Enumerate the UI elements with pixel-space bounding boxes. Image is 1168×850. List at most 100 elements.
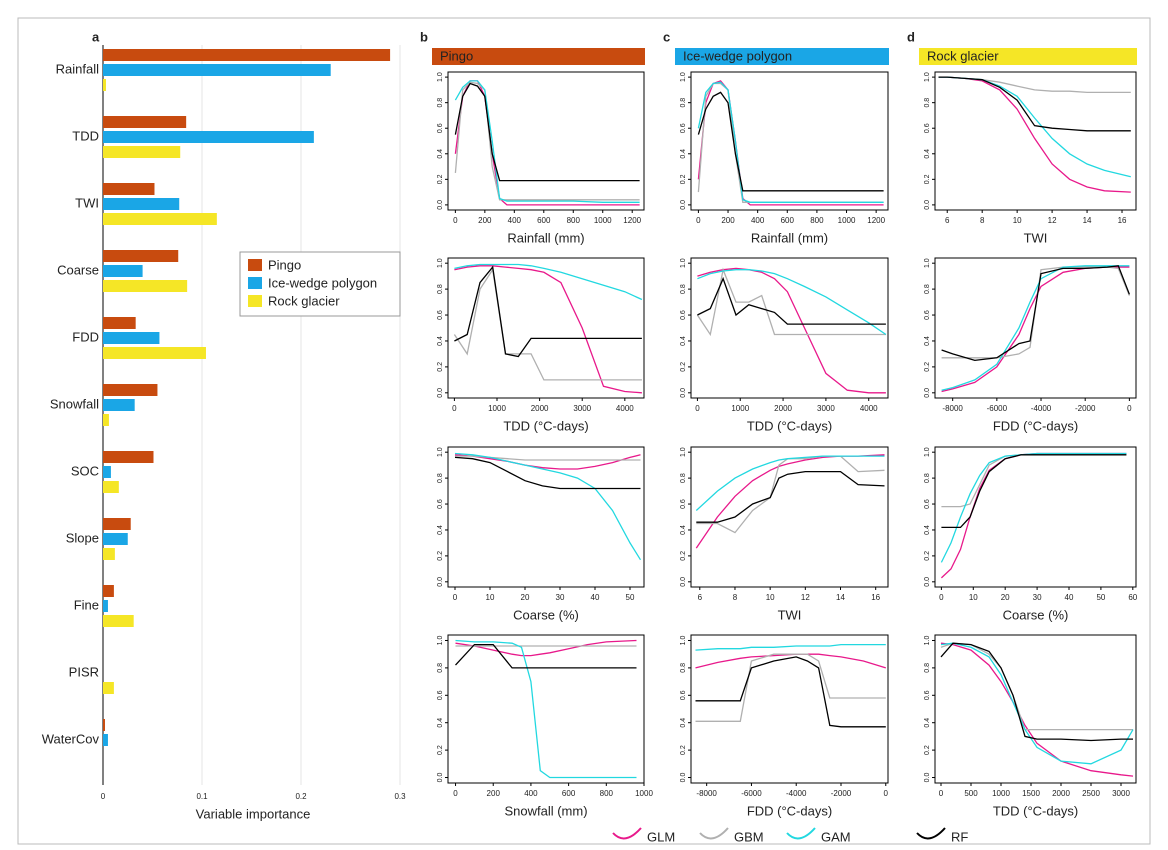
x-tick-label: 0.2 xyxy=(295,792,307,801)
y-tick-label: 0.4 xyxy=(680,149,687,159)
x-axis-label: TDD (°C-days) xyxy=(993,803,1078,818)
legend-label: GAM xyxy=(821,829,851,844)
response-curve xyxy=(941,454,1127,508)
x-tick-label: 200 xyxy=(721,216,735,225)
bar xyxy=(103,682,114,694)
x-tick-label: 40 xyxy=(1065,593,1074,602)
response-curve xyxy=(695,455,885,511)
plot-box xyxy=(934,71,1137,211)
x-tick-label: 0 xyxy=(696,216,701,225)
x-tick-label: 200 xyxy=(478,216,492,225)
y-tick-label: 0.2 xyxy=(437,174,444,184)
y-tick-label: 0.4 xyxy=(680,718,687,728)
panel-letter: a xyxy=(92,29,100,44)
response-curve xyxy=(454,82,640,182)
x-tick-label: 400 xyxy=(508,216,522,225)
x-tick-label: 0 xyxy=(695,404,700,413)
y-tick-label: 0.8 xyxy=(924,473,931,483)
x-tick-label: 400 xyxy=(524,789,538,798)
y-tick-label: 0.6 xyxy=(437,499,444,509)
panel-letter: d xyxy=(907,29,915,44)
plot-box xyxy=(934,634,1137,784)
legend-box xyxy=(239,251,401,317)
x-axis-label: FDD (°C-days) xyxy=(747,803,832,818)
response-curve xyxy=(695,656,886,728)
x-tick-label: 0 xyxy=(1127,404,1132,413)
x-tick-label: 20 xyxy=(521,593,530,602)
x-tick-label: -8000 xyxy=(942,404,963,413)
x-tick-label: 4000 xyxy=(616,404,634,413)
x-tick-label: 2000 xyxy=(1052,789,1070,798)
bar xyxy=(103,399,135,411)
y-tick-label: 0.0 xyxy=(924,773,931,783)
x-tick-label: 0 xyxy=(101,792,106,801)
plot-box xyxy=(690,71,889,211)
y-tick-label: 0.2 xyxy=(680,551,687,561)
response-curve xyxy=(938,76,1131,193)
bar xyxy=(103,213,217,225)
plot-box xyxy=(934,257,1137,399)
category-label: TWI xyxy=(75,195,99,210)
y-tick-label: 0.0 xyxy=(924,200,931,210)
panel-title-bar xyxy=(919,48,1137,65)
y-tick-label: 0.2 xyxy=(924,174,931,184)
y-tick-label: 0.2 xyxy=(437,362,444,372)
x-tick-label: 16 xyxy=(1118,216,1127,225)
x-tick-label: -4000 xyxy=(786,789,807,798)
response-curve xyxy=(940,452,1127,563)
y-tick-label: 0.0 xyxy=(437,773,444,783)
legend-swatch xyxy=(248,259,262,271)
response-curve xyxy=(695,653,886,669)
panel-title: Ice-wedge polygon xyxy=(683,48,792,63)
response-curve xyxy=(696,267,886,337)
y-tick-label: 0.8 xyxy=(924,98,931,108)
x-tick-label: 400 xyxy=(751,216,765,225)
x-tick-label: 10 xyxy=(766,593,775,602)
x-tick-label: 0.1 xyxy=(196,792,208,801)
x-axis-label: Coarse (%) xyxy=(1003,607,1069,622)
y-tick-label: 0.2 xyxy=(437,745,444,755)
y-tick-label: 1.0 xyxy=(680,72,687,82)
x-tick-label: 20 xyxy=(1001,593,1010,602)
bar xyxy=(103,49,391,61)
y-tick-label: 0.0 xyxy=(437,200,444,210)
y-tick-label: 0.2 xyxy=(680,174,687,184)
x-tick-label: -6000 xyxy=(987,404,1008,413)
x-tick-label: 4000 xyxy=(860,404,878,413)
legend-label: Rock glacier xyxy=(268,293,340,308)
y-tick-label: 0.4 xyxy=(680,525,687,535)
x-tick-label: 10 xyxy=(1013,216,1022,225)
response-curve xyxy=(697,91,884,192)
bar xyxy=(103,79,106,91)
category-label: Rainfall xyxy=(56,61,99,76)
x-tick-label: 2000 xyxy=(774,404,792,413)
response-curve xyxy=(454,80,640,203)
y-tick-label: 0.6 xyxy=(680,690,687,700)
y-tick-label: 0.0 xyxy=(680,773,687,783)
category-label: Coarse xyxy=(57,262,99,277)
y-tick-label: 0.8 xyxy=(680,663,687,673)
response-curve xyxy=(695,653,886,722)
x-axis-label: Rainfall (mm) xyxy=(507,230,584,245)
category-label: PISR xyxy=(69,664,99,679)
bar xyxy=(103,116,187,128)
y-tick-label: 0.8 xyxy=(924,284,931,294)
y-tick-label: 0.2 xyxy=(437,551,444,561)
response-curve xyxy=(697,82,884,203)
plot-box xyxy=(690,446,889,588)
bar xyxy=(103,481,119,493)
y-tick-label: 0.8 xyxy=(680,473,687,483)
y-tick-label: 0.4 xyxy=(680,336,687,346)
bar xyxy=(103,64,331,76)
x-tick-label: 12 xyxy=(1048,216,1057,225)
legend-label: Ice-wedge polygon xyxy=(268,275,377,290)
bar xyxy=(103,615,134,627)
y-tick-label: 0.8 xyxy=(437,473,444,483)
plot-box xyxy=(934,446,1137,588)
y-tick-label: 0.6 xyxy=(924,310,931,320)
bar xyxy=(103,265,143,277)
x-axis-label: Rainfall (mm) xyxy=(751,230,828,245)
x-tick-label: 14 xyxy=(1083,216,1092,225)
y-tick-label: 1.0 xyxy=(680,447,687,457)
y-tick-label: 0.0 xyxy=(924,388,931,398)
